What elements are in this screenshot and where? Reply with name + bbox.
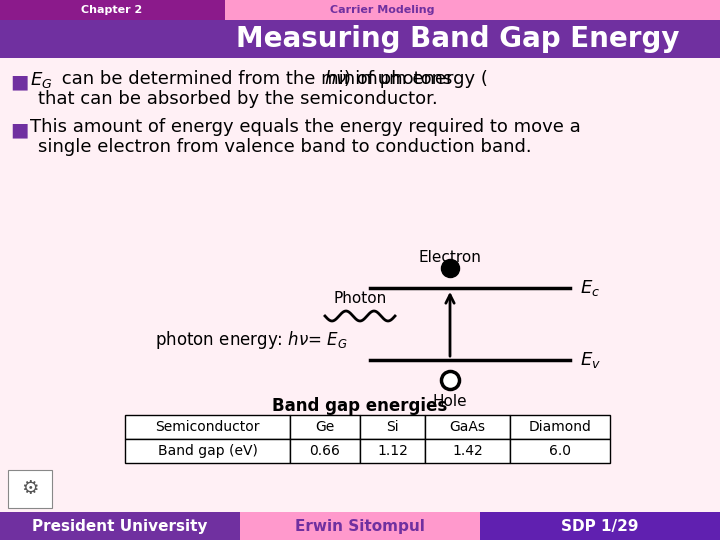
Text: ) of photons: ) of photons (344, 70, 452, 88)
Bar (510, 415, 610, 439)
Bar (0, 0, 225, 20)
Text: President University: President University (32, 518, 208, 534)
Bar (360, 439, 425, 463)
Text: 0.66: 0.66 (310, 444, 341, 458)
Bar (510, 439, 610, 463)
Bar (425, 415, 510, 439)
Bar (290, 439, 360, 463)
Text: 6.0: 6.0 (549, 444, 571, 458)
Text: Electron: Electron (418, 250, 482, 265)
Text: ■: ■ (10, 72, 28, 91)
Text: $h\nu$: $h\nu$ (324, 70, 347, 88)
Bar (0, 20, 720, 58)
Text: This amount of energy equals the energy required to move a: This amount of energy equals the energy … (30, 118, 581, 136)
Bar (8, 470, 52, 508)
Bar (240, 512, 480, 540)
Bar (125, 439, 290, 463)
Text: Diamond: Diamond (528, 420, 591, 434)
Text: Ge: Ge (315, 420, 335, 434)
Text: GaAs: GaAs (449, 420, 485, 434)
Text: Chapter 2: Chapter 2 (81, 5, 143, 15)
Bar (0, 58, 720, 512)
Text: Photon: Photon (333, 291, 387, 306)
Text: Band gap (eV): Band gap (eV) (158, 444, 258, 458)
Text: Measuring Band Gap Energy: Measuring Band Gap Energy (236, 25, 680, 53)
Text: single electron from valence band to conduction band.: single electron from valence band to con… (38, 138, 531, 156)
Bar (480, 512, 720, 540)
Text: 1.42: 1.42 (452, 444, 483, 458)
Text: can be determined from the minimum energy (: can be determined from the minimum energ… (56, 70, 488, 88)
Text: 1.12: 1.12 (377, 444, 408, 458)
Text: $E_c$: $E_c$ (580, 278, 600, 298)
Text: $E_v$: $E_v$ (580, 350, 601, 370)
Text: that can be absorbed by the semiconductor.: that can be absorbed by the semiconducto… (38, 90, 438, 108)
Bar (225, 0, 720, 20)
Bar (290, 415, 360, 439)
Text: Band gap energies: Band gap energies (272, 397, 448, 415)
Text: ⚙: ⚙ (22, 480, 39, 498)
Text: Carrier Modeling: Carrier Modeling (330, 5, 434, 15)
Text: Erwin Sitompul: Erwin Sitompul (295, 518, 425, 534)
Bar (425, 439, 510, 463)
Text: Hole: Hole (433, 394, 467, 409)
Text: Si: Si (386, 420, 399, 434)
Text: SDP 1/29: SDP 1/29 (562, 518, 639, 534)
Text: Semiconductor: Semiconductor (156, 420, 260, 434)
Bar (125, 415, 290, 439)
Text: $E_G$: $E_G$ (30, 70, 53, 90)
Bar (360, 415, 425, 439)
Text: photon energy: $h\nu$= $E_G$: photon energy: $h\nu$= $E_G$ (155, 329, 348, 351)
Bar (0, 512, 240, 540)
Text: ■: ■ (10, 120, 28, 139)
